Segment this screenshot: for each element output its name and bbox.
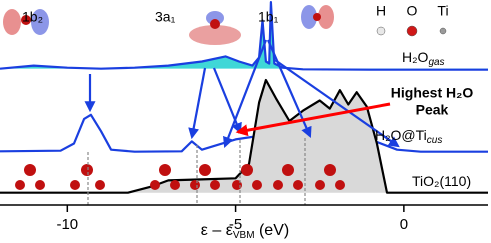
annotation: Highest H₂O bbox=[391, 85, 474, 101]
series-name: TiO₂(110) bbox=[412, 173, 471, 189]
series-subscript: cus bbox=[427, 135, 443, 146]
atom-legend-label: O bbox=[407, 3, 418, 19]
series-line bbox=[0, 78, 488, 194]
series-subscript: gas bbox=[428, 57, 444, 68]
atom-legend-marker bbox=[376, 26, 386, 36]
annotation-arrow bbox=[235, 102, 391, 137]
orbital-label: 1b₁ bbox=[258, 9, 279, 25]
series-label: TiO₂(110) bbox=[412, 173, 471, 189]
series-label: H₂Ogas bbox=[402, 49, 445, 68]
orbital-label: 1b₂ bbox=[22, 9, 43, 25]
x-axis-label-part: ε – ε bbox=[201, 222, 233, 239]
series-label: H₂O@Ticus bbox=[375, 127, 442, 146]
annotation: Peak bbox=[416, 102, 449, 118]
x-tick-label: -10 bbox=[56, 216, 78, 233]
x-axis-label-part: VBM bbox=[233, 230, 255, 241]
molecule-icons bbox=[3, 5, 334, 45]
series-line bbox=[0, 1, 488, 71]
atom-legend-marker bbox=[439, 27, 447, 35]
x-axis-label: ε – εVBM (eV) bbox=[201, 222, 289, 240]
atom-legend-marker bbox=[406, 25, 418, 37]
x-tick-label: 0 bbox=[400, 216, 408, 233]
series-name: H₂O@Ti bbox=[375, 127, 427, 143]
orbital-label: 3a₁ bbox=[155, 9, 176, 25]
x-axis-label-part: (eV) bbox=[255, 222, 290, 239]
atom-legend-label: H bbox=[376, 3, 386, 19]
series-name: H₂O bbox=[402, 49, 429, 65]
atom-legend-label: Ti bbox=[437, 3, 448, 19]
x-tick-label: -5 bbox=[229, 216, 242, 233]
surface-icons bbox=[15, 138, 345, 205]
